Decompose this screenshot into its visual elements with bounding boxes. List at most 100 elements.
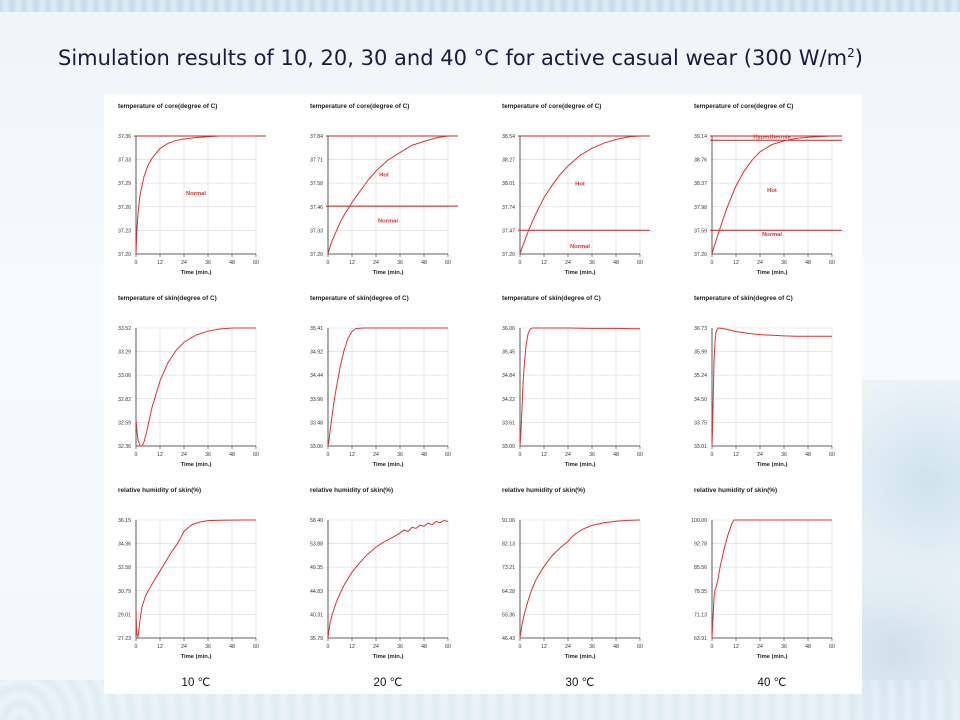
chart-11-ytick-label: 73.21: [502, 565, 515, 571]
chart-1-xtick-label: 60: [253, 260, 259, 266]
chart-4-xtick-label: 24: [757, 260, 763, 266]
chart-9-title: relative humidity of skin(%): [118, 487, 201, 494]
column-label-4: 40 ℃: [758, 677, 787, 689]
chart-12-xtick-label: 36: [781, 644, 787, 650]
chart-2-xtick-label: 36: [397, 260, 403, 266]
chart-6-ytick-label: 34.44: [310, 373, 323, 379]
chart-6-xlabel: Time (min.): [373, 462, 404, 468]
chart-4-ytick-label: 37.20: [694, 252, 707, 258]
chart-3-xtick-label: 60: [637, 260, 643, 266]
chart-1-annotation: Normal: [186, 191, 206, 197]
chart-6-xtick-label: 24: [373, 452, 379, 458]
chart-5-xtick-label: 0: [135, 452, 138, 458]
chart-grid: temperature of core(degree of C) 37.36 37.…: [118, 103, 842, 689]
chart-12-ytick-label: 85.56: [694, 565, 707, 571]
chart-12-xtick-label: 12: [733, 644, 739, 650]
chart-9-xtick-label: 60: [253, 644, 259, 650]
chart-12-xtick-label: 0: [711, 644, 714, 650]
chart-1-xtick-label: 24: [181, 260, 187, 266]
chart-7-xtick-label: 24: [565, 452, 571, 458]
chart-2-xtick-label: 0: [327, 260, 330, 266]
chart-3-ytick-label: 37.47: [502, 228, 515, 234]
chart-3-annotation: Hot: [575, 181, 585, 187]
chart-12-series-line: [711, 519, 832, 639]
chart-3-ytick-label: 37.20: [502, 252, 515, 258]
chart-5-ytick-label: 32.82: [118, 397, 131, 403]
chart-1-xtick-label: 36: [205, 260, 211, 266]
chart-7-title: temperature of skin(degree of C): [502, 295, 601, 302]
chart-1-xtick-label: 48: [229, 260, 235, 266]
chart-4-ytick-label: 37.98: [694, 205, 707, 211]
chart-11-xtick-label: 48: [613, 644, 619, 650]
chart-12-ytick-label: 71.13: [694, 612, 707, 618]
chart-11-series-line: [519, 519, 641, 639]
chart-1-ytick-label: 37.20: [118, 252, 131, 258]
chart-8-ytick-label: 35.24: [694, 373, 707, 379]
chart-2-xtick-label: 60: [445, 260, 451, 266]
chart-12-ytick-label: 78.35: [694, 589, 707, 595]
chart-6-ytick-label: 33.96: [310, 397, 323, 403]
chart-9-xtick-label: 12: [157, 644, 163, 650]
chart-4-xtick-label: 36: [781, 260, 787, 266]
chart-9-ytick-label: 36.15: [118, 518, 131, 524]
chart-1-xtick-label: 12: [157, 260, 163, 266]
chart-6-ytick-label: 34.92: [310, 350, 323, 356]
chart-9-xlabel: Time (min.): [181, 654, 212, 660]
chart-1-ytick-label: 37.26: [118, 205, 131, 211]
chart-2-xtick-label: 48: [421, 260, 427, 266]
chart-7-ytick-label: 36.06: [502, 326, 515, 332]
chart-10-title: relative humidity of skin(%): [310, 487, 393, 494]
chart-10-xtick-label: 36: [397, 644, 403, 650]
chart-5-ytick-label: 33.06: [118, 373, 131, 379]
chart-9-ytick-label: 32.58: [118, 565, 131, 571]
chart-12-ytick-label: 92.78: [694, 542, 707, 548]
chart-1-series-line: [135, 135, 256, 255]
chart-4-annotation: Hot: [767, 188, 777, 194]
chart-grid-panel: temperature of core(degree of C) 37.36 37.…: [104, 94, 862, 694]
chart-3-xtick-label: 36: [589, 260, 595, 266]
chart-9-xtick-label: 24: [181, 644, 187, 650]
chart-10-ytick-label: 49.35: [310, 565, 323, 571]
chart-3-ytick-label: 37.74: [502, 205, 515, 211]
chart-8-xtick-label: 60: [829, 452, 835, 458]
chart-9-xtick-label: 36: [205, 644, 211, 650]
chart-1-ytick-label: 37.29: [118, 181, 131, 187]
chart-6-xtick-label: 48: [421, 452, 427, 458]
chart-4-ytick-label: 38.76: [694, 158, 707, 164]
chart-10-xtick-label: 60: [445, 644, 451, 650]
chart-10-series-line: [327, 519, 449, 639]
chart-8-ytick-label: 33.01: [694, 444, 707, 450]
chart-11-xtick-label: 60: [637, 644, 643, 650]
chart-2-title: temperature of core(degree of C): [310, 103, 409, 110]
chart-4-xlabel: Time (min.): [757, 270, 788, 276]
chart-4-annotation: Hyperthermia: [753, 134, 791, 140]
column-label-3: 30 ℃: [566, 677, 595, 689]
chart-2-xlabel: Time (min.): [373, 270, 404, 276]
chart-11-ytick-label: 82.13: [502, 542, 515, 548]
chart-5-xtick-label: 60: [253, 452, 259, 458]
chart-7-xtick-label: 48: [613, 452, 619, 458]
chart-8-xtick-label: 48: [805, 452, 811, 458]
chart-4-ytick-label: 37.59: [694, 228, 707, 234]
chart-3-xtick-label: 12: [541, 260, 547, 266]
chart-10-ytick-label: 53.88: [310, 542, 323, 548]
chart-5-xlabel: Time (min.): [181, 462, 212, 468]
chart-12-title: relative humidity of skin(%): [694, 487, 777, 494]
chart-8-ytick-label: 34.50: [694, 397, 707, 403]
chart-1-ytick-label: 37.33: [118, 158, 131, 164]
chart-4-ytick-label: 39.14: [694, 134, 707, 140]
chart-2-ytick-label: 37.33: [310, 228, 323, 234]
chart-3-xtick-label: 48: [613, 260, 619, 266]
chart-6-ytick-label: 33.48: [310, 420, 323, 426]
chart-7-ytick-label: 35.45: [502, 350, 515, 356]
chart-5-xtick-label: 12: [157, 452, 163, 458]
page-title-close: ): [854, 46, 863, 70]
chart-11-xtick-label: 36: [589, 644, 595, 650]
chart-6-xtick-label: 36: [397, 452, 403, 458]
chart-12-xtick-label: 24: [757, 644, 763, 650]
chart-4-series-line: [711, 135, 833, 255]
chart-3-ytick-label: 38.01: [502, 181, 515, 187]
chart-7-xtick-label: 60: [637, 452, 643, 458]
chart-11-ytick-label: 55.36: [502, 612, 515, 618]
column-label-1: 10 ℃: [182, 677, 211, 689]
